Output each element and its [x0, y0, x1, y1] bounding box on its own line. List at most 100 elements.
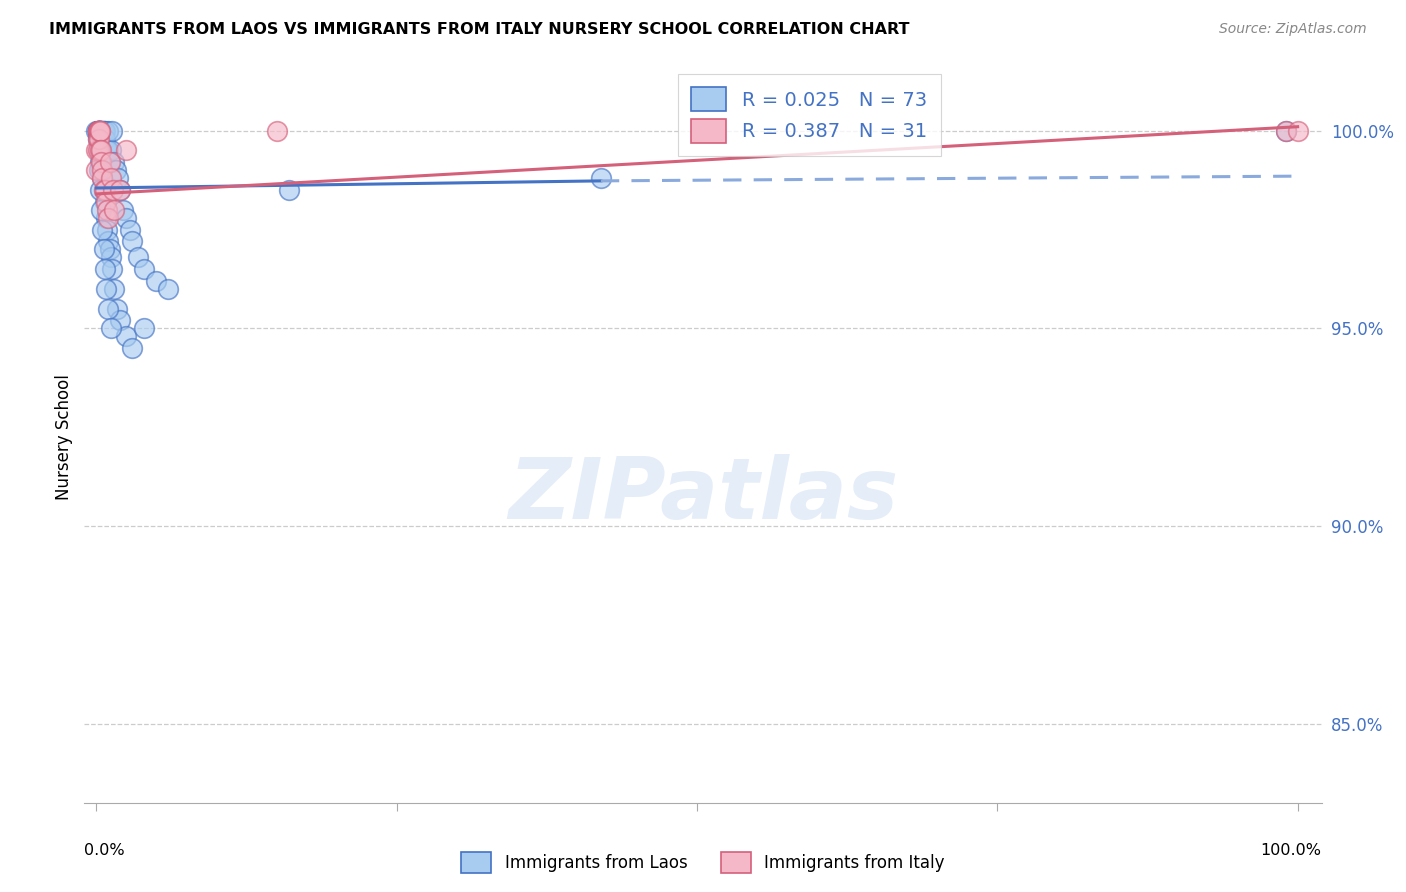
Point [94, 282, 117, 296]
Point [87, 123, 110, 137]
Y-axis label: Nursery School: Nursery School [55, 374, 73, 500]
Point [89, 123, 111, 137]
Point [100, 321, 122, 335]
Point [134, 321, 156, 335]
Point [134, 262, 156, 277]
Point [266, 123, 288, 137]
Point [90, 123, 112, 137]
Point [98, 155, 121, 169]
Point [89, 123, 111, 137]
Point [86, 123, 108, 137]
Point [87, 123, 110, 137]
Point [89, 183, 111, 197]
Point [100, 250, 122, 264]
Point [100, 144, 122, 158]
Point [91, 123, 114, 137]
Point [89, 155, 111, 169]
Point [87, 123, 110, 137]
Point [110, 183, 132, 197]
Point [101, 262, 124, 277]
Point [86, 123, 108, 137]
Point [98, 155, 121, 169]
Point [86, 123, 108, 137]
Point [86, 123, 108, 137]
Point [93, 183, 115, 197]
Point [1274, 123, 1296, 137]
Point [96, 144, 118, 158]
Point [94, 144, 117, 158]
Point [157, 282, 180, 296]
Point [94, 194, 117, 209]
Point [89, 123, 111, 137]
Point [89, 123, 111, 137]
Text: Source: ZipAtlas.com: Source: ZipAtlas.com [1219, 22, 1367, 37]
Point [103, 183, 125, 197]
Point [89, 123, 111, 137]
Point [127, 250, 149, 264]
Point [93, 242, 115, 256]
Point [97, 301, 120, 316]
Point [86, 131, 108, 145]
Point [87, 163, 110, 178]
Point [93, 123, 115, 137]
Point [86, 123, 108, 137]
Point [104, 163, 127, 178]
Point [110, 313, 132, 327]
Point [93, 123, 115, 137]
Point [107, 171, 129, 186]
Point [115, 329, 138, 343]
Point [97, 123, 120, 137]
Point [94, 131, 117, 145]
Point [103, 202, 125, 217]
Point [90, 123, 112, 137]
Point [86, 123, 108, 137]
Point [94, 123, 117, 137]
Point [89, 144, 111, 158]
Point [86, 131, 108, 145]
Point [86, 144, 108, 158]
Point [91, 171, 114, 186]
Point [115, 211, 138, 225]
Text: 100.0%: 100.0% [1261, 843, 1322, 858]
Point [86, 163, 108, 178]
Point [94, 183, 117, 197]
Point [86, 123, 108, 137]
Point [90, 144, 112, 158]
Point [96, 202, 118, 217]
Point [87, 123, 110, 137]
Point [110, 183, 132, 197]
Point [589, 171, 612, 186]
Text: IMMIGRANTS FROM LAOS VS IMMIGRANTS FROM ITALY NURSERY SCHOOL CORRELATION CHART: IMMIGRANTS FROM LAOS VS IMMIGRANTS FROM … [49, 22, 910, 37]
Point [103, 282, 125, 296]
Point [89, 123, 111, 137]
Text: 0.0%: 0.0% [84, 843, 125, 858]
Point [90, 202, 112, 217]
Point [115, 144, 138, 158]
Point [277, 183, 299, 197]
Point [91, 123, 114, 137]
Point [105, 301, 128, 316]
Legend: R = 0.025   N = 73, R = 0.387   N = 31: R = 0.025 N = 73, R = 0.387 N = 31 [678, 74, 941, 156]
Legend: Immigrants from Laos, Immigrants from Italy: Immigrants from Laos, Immigrants from It… [454, 846, 952, 880]
Point [121, 341, 143, 355]
Point [87, 123, 110, 137]
Point [98, 242, 121, 256]
Point [1286, 123, 1309, 137]
Point [90, 155, 112, 169]
Point [103, 155, 125, 169]
Point [111, 202, 134, 217]
Point [90, 123, 112, 137]
Point [96, 222, 118, 236]
Point [87, 131, 110, 145]
Point [94, 211, 117, 225]
Point [101, 123, 124, 137]
Point [91, 222, 114, 236]
Point [118, 222, 141, 236]
Point [145, 274, 167, 288]
Point [91, 163, 114, 178]
Point [100, 171, 122, 186]
Point [91, 171, 114, 186]
Point [87, 123, 110, 137]
Point [93, 183, 115, 197]
Point [90, 163, 112, 178]
